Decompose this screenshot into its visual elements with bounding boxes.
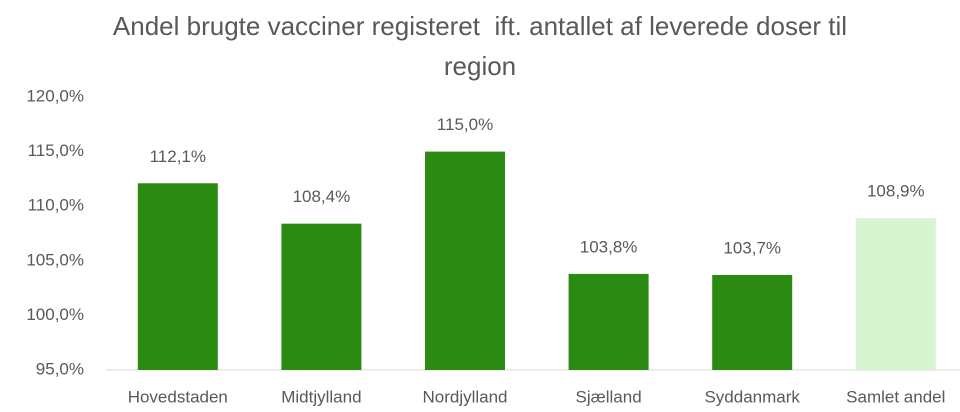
value-label: 103,8% — [580, 237, 638, 256]
bar — [855, 218, 936, 370]
y-tick-label: 105,0% — [26, 250, 84, 269]
value-label: 115,0% — [437, 115, 493, 134]
x-tick-label: Sjælland — [576, 387, 642, 406]
value-label: 103,7% — [723, 238, 781, 257]
y-tick-label: 100,0% — [26, 305, 84, 324]
x-tick-label: Midtjylland — [281, 387, 361, 406]
value-label: 108,4% — [293, 187, 351, 206]
y-tick-label: 115,0% — [28, 141, 84, 160]
bar — [281, 223, 362, 370]
x-tick-label: Syddanmark — [704, 387, 800, 406]
y-tick-label: 95,0% — [36, 359, 84, 378]
chart-title: Andel brugte vacciner registeret ift. an… — [112, 11, 855, 81]
x-tick-label: Nordjylland — [422, 387, 507, 406]
bar — [425, 151, 505, 370]
y-tick-label: 110,0% — [28, 196, 84, 215]
bar — [712, 274, 793, 370]
y-tick-label: 120,0% — [26, 86, 84, 105]
bar — [137, 183, 218, 370]
bar — [568, 273, 649, 370]
x-tick-label: Samlet andel — [846, 387, 945, 406]
value-label: 108,9% — [867, 182, 925, 201]
x-tick-label: Hovedstaden — [128, 387, 228, 406]
value-label: 112,1% — [150, 147, 206, 166]
